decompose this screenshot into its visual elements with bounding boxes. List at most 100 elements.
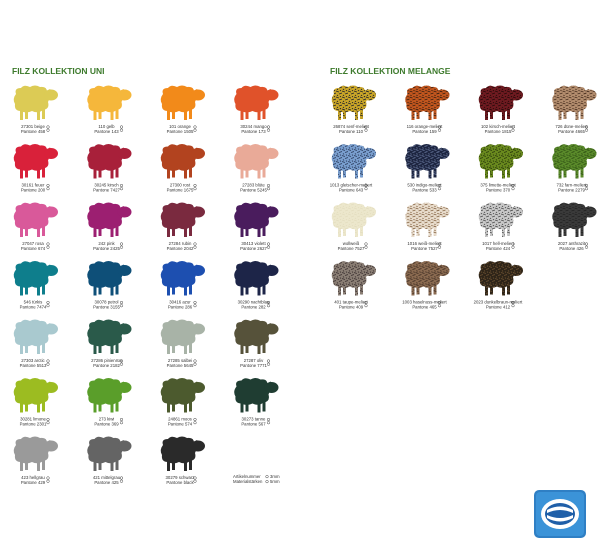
swatch-pantone: Pantone 2301 xyxy=(20,422,47,427)
felt-swatch xyxy=(13,202,58,237)
swatch-pantone: Pantone 643 xyxy=(339,188,364,193)
thickness-icon xyxy=(265,480,269,484)
thickness-icon xyxy=(364,300,368,305)
thickness-icon xyxy=(46,187,50,191)
swatch-pantone: Pantone 458 xyxy=(21,129,46,134)
thickness-icon xyxy=(584,128,589,132)
thickness-icon xyxy=(119,245,124,249)
swatch-pantone: Pantone 5513 xyxy=(20,363,47,368)
swatch-name: 30161 feuer xyxy=(22,183,46,188)
felt-swatch xyxy=(87,261,132,296)
swatch-pantone: Pantone 286 xyxy=(168,305,193,310)
thickness-icon xyxy=(584,245,589,249)
felt-swatch xyxy=(13,436,58,471)
thickness-icon xyxy=(364,187,368,191)
felt-swatch xyxy=(160,378,205,413)
thickness-icon xyxy=(46,362,50,366)
swatch-name: 242 pink xyxy=(98,241,115,246)
thickness-icon xyxy=(437,125,442,129)
thickness-icon xyxy=(511,183,515,188)
thickness-icon xyxy=(46,128,50,132)
thickness-icon xyxy=(266,300,271,305)
felt-swatch xyxy=(331,202,376,237)
swatch-pantone: Pantone 4665 xyxy=(558,129,585,134)
sheep-melange xyxy=(478,261,523,296)
sheep xyxy=(234,378,279,413)
thickness-icon xyxy=(119,362,124,366)
swatch-name: 530 indigo-meliert xyxy=(407,183,442,188)
swatch-name: 30279 schwarz xyxy=(166,475,195,480)
swatch-name: 24861 moos xyxy=(168,417,192,422)
thickness-icon xyxy=(364,245,368,249)
thickness-icon xyxy=(511,125,515,129)
sheep xyxy=(234,202,279,237)
swatch-name: 30416 azur xyxy=(169,300,191,305)
thickness-icon xyxy=(119,125,124,129)
sheep-melange xyxy=(331,85,376,120)
swatch-name: 1003 haselnuss-meliert xyxy=(402,300,447,305)
swatch-name: 30413 violett xyxy=(241,241,266,246)
legend-label: Materialstärken xyxy=(233,479,263,484)
swatch-name: 101 orange xyxy=(169,124,191,129)
swatch-name: 116 orange-meliert xyxy=(407,124,444,129)
thickness-icon xyxy=(119,128,124,132)
thickness-icon xyxy=(46,245,50,249)
swatch-name: 423 hellgrau xyxy=(21,475,45,480)
swatch-name: 102 kirsch-meliert xyxy=(481,124,516,129)
swatch-name: wollweiß xyxy=(343,241,360,246)
sheep xyxy=(160,319,205,354)
swatch-name: 273 kiwi xyxy=(99,417,115,422)
swatch-name: 27285 salbei xyxy=(168,358,192,363)
swatch-pantone: Pantone 159 xyxy=(412,129,437,134)
sheep xyxy=(13,378,58,413)
thickness-icon xyxy=(119,183,124,188)
felt-swatch xyxy=(87,144,132,179)
thickness-icon xyxy=(364,304,368,308)
swatch-name: 110 gelb xyxy=(98,124,115,129)
thickness-icon xyxy=(511,187,515,191)
sheep xyxy=(234,144,279,179)
swatch-name: 1013 gletscher-meliert xyxy=(330,183,373,188)
swatch-name: 30245 kirsch xyxy=(94,183,119,188)
swatch-pantone: Pantone 2042 xyxy=(167,246,194,251)
thickness-icon xyxy=(511,128,515,132)
felt-swatch xyxy=(13,378,58,413)
thickness-icon xyxy=(193,417,197,422)
swatch-name: 2023 dunkelbraun-meliert xyxy=(474,300,524,305)
swatch-name: 1017 hell-meliert xyxy=(482,241,515,246)
thickness-icon xyxy=(584,183,589,188)
swatch-name: 726 düne-meliert xyxy=(555,124,588,129)
thickness-icon xyxy=(266,183,271,188)
sheep xyxy=(234,261,279,296)
thickness-icon xyxy=(193,476,197,480)
thickness-icon xyxy=(119,300,124,305)
thickness-icon xyxy=(46,183,50,188)
sheep xyxy=(87,378,132,413)
sheep xyxy=(160,436,205,471)
swatch-pantone: Pantone 409 xyxy=(339,305,364,310)
swatch-name: 30273 tanne xyxy=(242,417,267,422)
thickness-icon xyxy=(46,421,50,425)
sheep xyxy=(13,319,58,354)
sheep xyxy=(234,319,279,354)
thickness-icon xyxy=(46,304,50,308)
sheep xyxy=(87,85,132,120)
swatch-pantone: Pantone 5245 xyxy=(240,188,267,193)
swatch-pantone: Pantone 2182 xyxy=(93,363,120,368)
swatch-pantone: Pantone 7427 xyxy=(93,188,120,193)
thickness-icon xyxy=(266,359,271,363)
thickness-icon xyxy=(46,300,50,305)
sheep xyxy=(160,144,205,179)
felt-swatch xyxy=(234,261,279,296)
swatch-pantone: Pantone 426 xyxy=(559,246,584,251)
swatch-pantone: Pantone 412 xyxy=(486,305,511,310)
thickness-icon xyxy=(46,476,50,480)
swatch-pantone: Pantone 7527 xyxy=(411,246,438,251)
swatch-pantone: Pantone 1505 xyxy=(167,129,194,134)
legend-size: 3mm xyxy=(270,474,280,479)
thickness-icon xyxy=(46,417,50,422)
sheep-melange xyxy=(552,144,597,179)
thickness-icon xyxy=(46,125,50,129)
thickness-icon xyxy=(193,300,197,305)
